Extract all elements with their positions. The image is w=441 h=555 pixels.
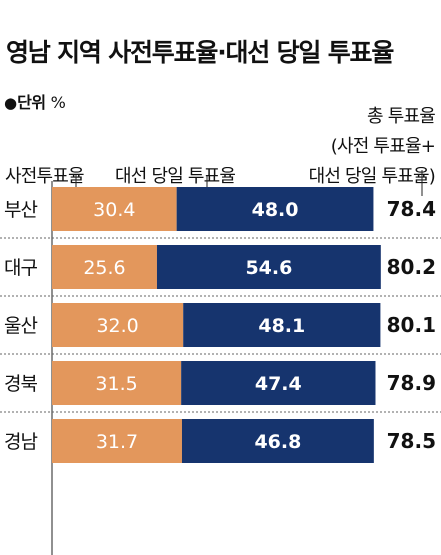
data-label-early: 31.5 — [95, 373, 137, 395]
total-header-line2: (사전 투표율+ — [330, 136, 436, 157]
data-label-election-day: 47.4 — [255, 373, 302, 395]
legend-early: 사전투표율 — [5, 166, 85, 187]
bar-early — [52, 187, 177, 231]
legend-election-day: 대선 당일 투표율 — [115, 166, 236, 187]
data-label-early: 25.6 — [83, 257, 125, 279]
total-label: 80.2 — [387, 255, 436, 279]
total-header: 총 투표율 (사전 투표율+ 대선 당일 투표율) — [308, 102, 436, 192]
category-label: 경북 — [4, 373, 37, 395]
total-label: 78.4 — [387, 197, 436, 221]
data-label-early: 32.0 — [96, 315, 138, 337]
unit-value: % — [50, 93, 66, 112]
bar-election-day — [176, 187, 374, 231]
data-label-early: 31.7 — [96, 431, 138, 453]
total-label: 80.1 — [387, 313, 436, 337]
data-label-election-day: 46.8 — [254, 431, 301, 453]
total-label: 78.5 — [387, 429, 436, 453]
bar-election-day — [181, 361, 376, 405]
data-label-election-day: 48.0 — [252, 199, 299, 221]
bar-election-day — [181, 419, 374, 463]
data-label-election-day: 54.6 — [245, 257, 292, 279]
bar-early — [52, 419, 182, 463]
bar-election-day — [183, 303, 381, 347]
total-header-line3: 대선 당일 투표율) — [308, 166, 436, 187]
category-label: 부산 — [4, 199, 37, 221]
bar-election-day — [156, 245, 381, 289]
unit-bullet: ● — [4, 94, 18, 112]
chart-title: 영남 지역 사전투표율·대선 당일 투표율 — [6, 38, 394, 67]
unit-label: 단위 — [17, 93, 46, 112]
bar-early — [52, 245, 157, 289]
unit-note: ●단위 % — [4, 95, 66, 111]
bar-early — [52, 303, 184, 347]
total-label: 78.9 — [387, 371, 436, 395]
category-label: 대구 — [4, 257, 37, 279]
category-label: 경남 — [4, 431, 37, 453]
data-label-election-day: 48.1 — [258, 315, 305, 337]
category-label: 울산 — [4, 315, 37, 337]
total-header-line1: 총 투표율 — [367, 106, 436, 127]
data-label-early: 30.4 — [93, 199, 135, 221]
bar-early — [52, 361, 182, 405]
